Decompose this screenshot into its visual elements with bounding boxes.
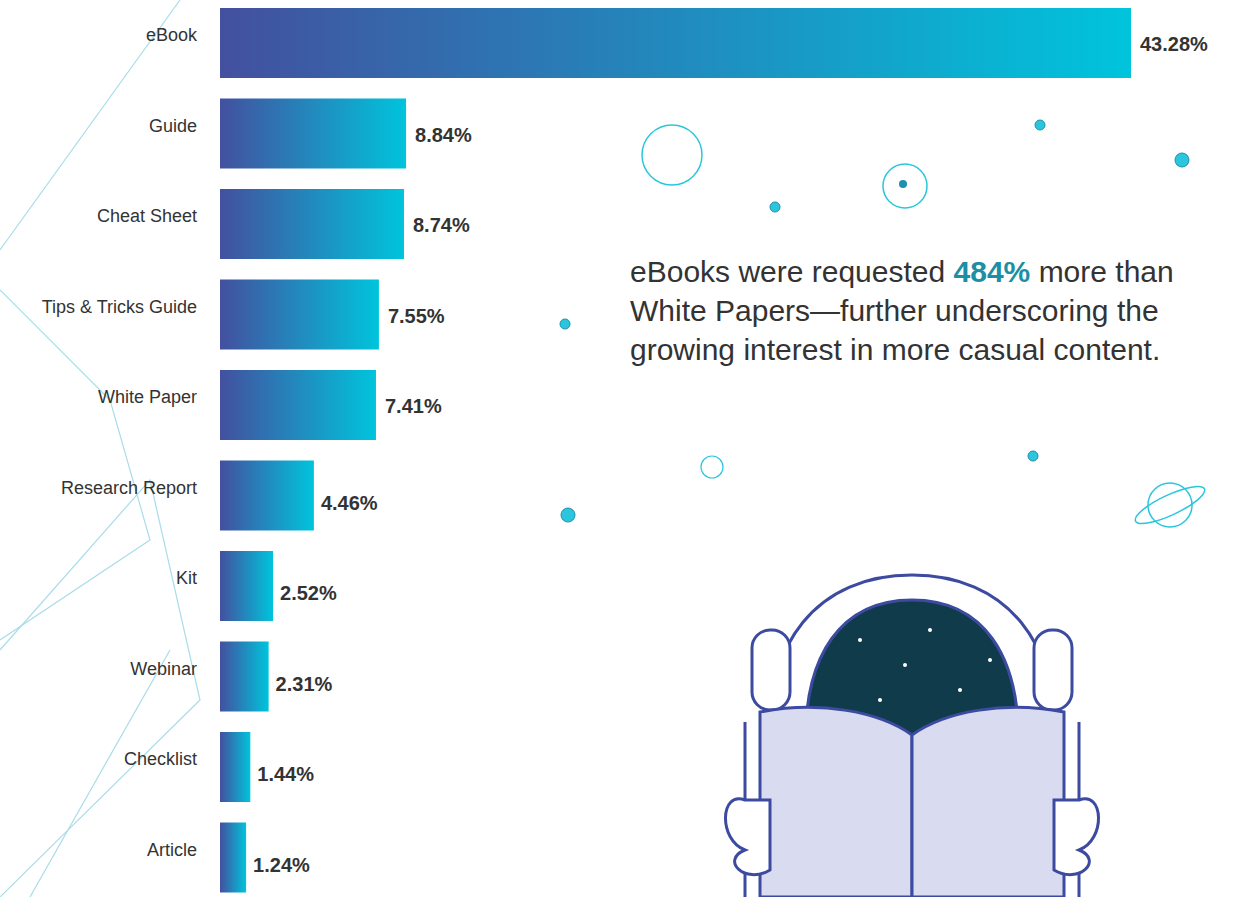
- category-label: Tips & Tricks Guide: [42, 297, 197, 317]
- data-label: 7.55%: [388, 305, 445, 327]
- star: [988, 658, 992, 662]
- bar: [220, 280, 379, 350]
- dot: [560, 319, 570, 329]
- star: [903, 663, 907, 667]
- deco-line: [30, 650, 170, 897]
- data-label: 2.31%: [276, 673, 333, 695]
- data-label: 43.28%: [1140, 33, 1208, 55]
- data-label: 7.41%: [385, 395, 442, 417]
- astronaut: [725, 575, 1098, 897]
- category-label: Kit: [176, 568, 197, 588]
- category-label: Cheat Sheet: [97, 206, 197, 226]
- planet-ring: [1131, 480, 1208, 530]
- data-label: 1.24%: [253, 854, 310, 876]
- decoration: [0, 0, 200, 897]
- planet: [642, 125, 702, 185]
- star: [958, 688, 962, 692]
- book-page: [760, 707, 912, 897]
- crater: [899, 180, 907, 188]
- star: [858, 638, 862, 642]
- data-label: 2.52%: [280, 582, 337, 604]
- data-label: 8.74%: [413, 214, 470, 236]
- category-label: eBook: [146, 25, 198, 45]
- bar: [220, 8, 1131, 78]
- glove: [725, 799, 770, 875]
- book-cover: [745, 722, 1079, 897]
- bar: [220, 642, 269, 712]
- dot: [1028, 451, 1038, 461]
- planet: [883, 164, 927, 208]
- annotation: eBooks were requested 484% more than Whi…: [630, 252, 1226, 369]
- space-decoration: [560, 120, 1209, 530]
- bar: [220, 461, 314, 531]
- dot: [1035, 120, 1045, 130]
- dot: [1175, 153, 1189, 167]
- star: [878, 698, 882, 702]
- deco-line: [0, 480, 200, 897]
- annotation-text: eBooks were requested: [630, 255, 945, 288]
- helmet-ear: [752, 630, 790, 710]
- glove: [1054, 799, 1099, 875]
- bar: [220, 370, 376, 440]
- bar: [220, 189, 404, 259]
- deco-line: [0, 290, 150, 640]
- category-label: Checklist: [124, 749, 197, 769]
- category-label: Guide: [149, 116, 197, 136]
- star: [928, 628, 932, 632]
- annotation-highlight: 484%: [954, 255, 1031, 288]
- planet: [1148, 483, 1192, 527]
- dot: [770, 202, 780, 212]
- bar: [220, 551, 273, 621]
- chart: eBook 43.28% Guide 8.84% Cheat Sheet 8.74% Tip…: [0, 0, 1236, 897]
- data-label: 4.46%: [321, 492, 378, 514]
- bar: [220, 99, 406, 169]
- data-label: 1.44%: [257, 763, 314, 785]
- category-label: White Paper: [98, 387, 197, 407]
- planet: [701, 456, 723, 478]
- bar: [220, 823, 246, 893]
- category-label: Article: [147, 840, 197, 860]
- category-label: Webinar: [130, 659, 197, 679]
- helmet-ear: [1034, 630, 1072, 710]
- page: eBook 43.28% Guide 8.84% Cheat Sheet 8.74% Tip…: [0, 0, 1236, 897]
- book-page: [912, 707, 1064, 897]
- data-label: 8.84%: [415, 124, 472, 146]
- dot: [561, 508, 575, 522]
- bar: [220, 732, 250, 802]
- category-label: Research Report: [61, 478, 197, 498]
